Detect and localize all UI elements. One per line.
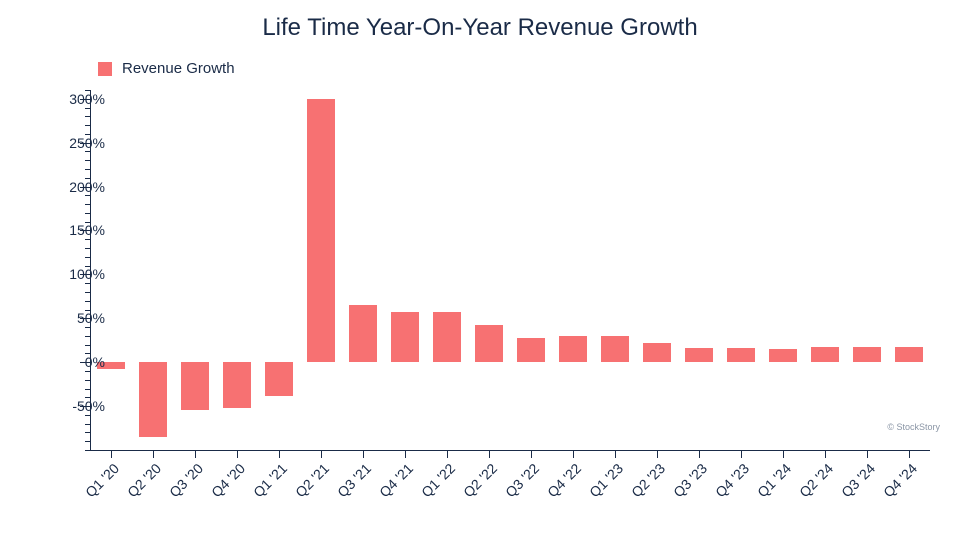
x-label: Q4 '22 bbox=[544, 460, 584, 500]
y-tick-label: -50% bbox=[45, 398, 105, 414]
x-tick bbox=[405, 450, 406, 458]
legend-label: Revenue Growth bbox=[122, 60, 235, 77]
x-tick bbox=[699, 450, 700, 458]
y-tick-label: 100% bbox=[45, 266, 105, 282]
bar bbox=[601, 336, 630, 362]
x-tick bbox=[321, 450, 322, 458]
x-label: Q2 '23 bbox=[628, 460, 668, 500]
x-tick bbox=[615, 450, 616, 458]
y-tick-label: 0% bbox=[45, 354, 105, 370]
revenue-chart: Life Time Year-On-Year Revenue Growth Re… bbox=[0, 0, 960, 540]
x-tick bbox=[573, 450, 574, 458]
x-label: Q3 '21 bbox=[334, 460, 374, 500]
x-tick bbox=[111, 450, 112, 458]
legend: Revenue Growth bbox=[98, 60, 235, 77]
x-label: Q3 '23 bbox=[670, 460, 710, 500]
bar bbox=[517, 338, 546, 363]
x-tick bbox=[363, 450, 364, 458]
x-label: Q1 '21 bbox=[250, 460, 290, 500]
attribution: © StockStory bbox=[887, 422, 940, 432]
legend-swatch bbox=[98, 62, 112, 76]
bar bbox=[223, 362, 252, 408]
x-label: Q4 '24 bbox=[880, 460, 920, 500]
x-label: Q2 '22 bbox=[460, 460, 500, 500]
x-label: Q1 '23 bbox=[586, 460, 626, 500]
x-label: Q4 '20 bbox=[208, 460, 248, 500]
bar bbox=[727, 348, 756, 362]
x-tick bbox=[909, 450, 910, 458]
bar bbox=[853, 347, 882, 362]
bar bbox=[391, 312, 420, 362]
bar bbox=[475, 325, 504, 362]
bar bbox=[349, 305, 378, 362]
x-tick bbox=[531, 450, 532, 458]
x-tick bbox=[783, 450, 784, 458]
x-label: Q3 '24 bbox=[838, 460, 878, 500]
plot-area bbox=[90, 90, 930, 450]
x-label: Q4 '21 bbox=[376, 460, 416, 500]
x-tick bbox=[447, 450, 448, 458]
bar bbox=[181, 362, 210, 410]
x-tick bbox=[741, 450, 742, 458]
x-label: Q1 '22 bbox=[418, 460, 458, 500]
x-label: Q2 '21 bbox=[292, 460, 332, 500]
bar bbox=[559, 336, 588, 362]
x-tick bbox=[657, 450, 658, 458]
bar bbox=[265, 362, 294, 395]
x-label: Q2 '20 bbox=[124, 460, 164, 500]
x-label: Q2 '24 bbox=[796, 460, 836, 500]
bar bbox=[307, 99, 336, 362]
x-tick bbox=[825, 450, 826, 458]
x-axis-line bbox=[90, 450, 930, 451]
x-label: Q4 '23 bbox=[712, 460, 752, 500]
y-tick-label: 150% bbox=[45, 222, 105, 238]
x-tick bbox=[237, 450, 238, 458]
x-tick bbox=[867, 450, 868, 458]
x-tick bbox=[153, 450, 154, 458]
x-label: Q3 '22 bbox=[502, 460, 542, 500]
x-tick bbox=[195, 450, 196, 458]
bar bbox=[895, 347, 924, 362]
y-tick-label: 300% bbox=[45, 91, 105, 107]
x-label: Q1 '20 bbox=[82, 460, 122, 500]
bar bbox=[769, 349, 798, 362]
x-label: Q1 '24 bbox=[754, 460, 794, 500]
y-tick-label: 250% bbox=[45, 135, 105, 151]
chart-title: Life Time Year-On-Year Revenue Growth bbox=[0, 14, 960, 42]
y-tick-label: 200% bbox=[45, 179, 105, 195]
x-label: Q3 '20 bbox=[166, 460, 206, 500]
bar bbox=[643, 343, 672, 362]
bar bbox=[139, 362, 168, 437]
y-tick-label: 50% bbox=[45, 310, 105, 326]
bar bbox=[685, 348, 714, 362]
bar bbox=[811, 347, 840, 362]
bar bbox=[433, 312, 462, 362]
x-tick bbox=[279, 450, 280, 458]
x-tick bbox=[489, 450, 490, 458]
